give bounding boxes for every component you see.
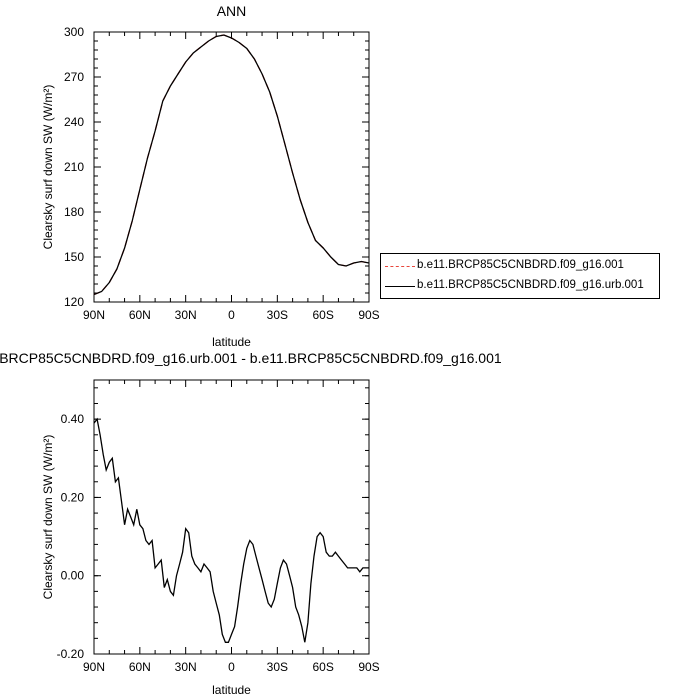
x-tick-label: 30S <box>267 660 288 674</box>
x-tick-label: 30N <box>175 660 197 674</box>
x-tick-label: 60N <box>129 660 151 674</box>
legend-label-urban: b.e11.BRCP85C5CNBDRD.f09_g16.urb.001 <box>417 279 644 291</box>
y-tick-label: 0.00 <box>61 569 85 583</box>
series-line-0-0 <box>93 34 370 296</box>
x-axis-label: latitude <box>212 335 251 349</box>
y-tick-label: 0.40 <box>61 412 85 426</box>
chart-title: b.e11.BRCP85C5CNBDRD.f09_g16.urb.001 - b… <box>0 350 502 366</box>
x-tick-label: 60S <box>312 308 333 322</box>
series-line-1-0 <box>93 417 369 643</box>
y-tick-label: 120 <box>64 295 84 309</box>
y-tick-label: -0.20 <box>57 647 85 661</box>
y-tick-label: 0.20 <box>61 490 85 504</box>
chart-title: ANN <box>217 3 247 19</box>
y-tick-label: 300 <box>64 25 84 39</box>
x-tick-label: 90S <box>358 660 379 674</box>
legend-label-control: b.e11.BRCP85C5CNBDRD.f09_g16.001 <box>417 259 624 271</box>
x-tick-label: 0 <box>228 660 235 674</box>
y-tick-label: 150 <box>64 250 84 264</box>
y-tick-label: 180 <box>64 205 84 219</box>
x-axis-label: latitude <box>212 683 251 697</box>
legend-entry-urban: b.e11.BRCP85C5CNBDRD.f09_g16.urb.001 <box>381 277 659 295</box>
x-tick-label: 30S <box>267 308 288 322</box>
y-tick-label: 240 <box>64 115 84 129</box>
x-tick-label: 60S <box>312 660 333 674</box>
y-axis-label: Clearsky surf down SW (W/m²) <box>41 435 55 600</box>
y-axis-label: Clearsky surf down SW (W/m²) <box>41 85 55 250</box>
legend: b.e11.BRCP85C5CNBDRD.f09_g16.001 b.e11.B… <box>380 253 660 299</box>
x-tick-label: 60N <box>129 308 151 322</box>
legend-entry-control: b.e11.BRCP85C5CNBDRD.f09_g16.001 <box>381 257 659 275</box>
x-tick-label: 30N <box>175 308 197 322</box>
x-tick-label: 90N <box>83 660 105 674</box>
legend-swatch-solid-black <box>385 286 415 287</box>
x-tick-label: 90S <box>358 308 379 322</box>
series-line-0-1 <box>93 34 370 296</box>
legend-swatch-dashed-red <box>385 266 415 267</box>
x-tick-label: 0 <box>228 308 235 322</box>
plot-frame <box>93 31 370 303</box>
x-tick-label: 90N <box>83 308 105 322</box>
y-tick-label: 270 <box>64 70 84 84</box>
y-tick-label: 210 <box>64 160 84 174</box>
